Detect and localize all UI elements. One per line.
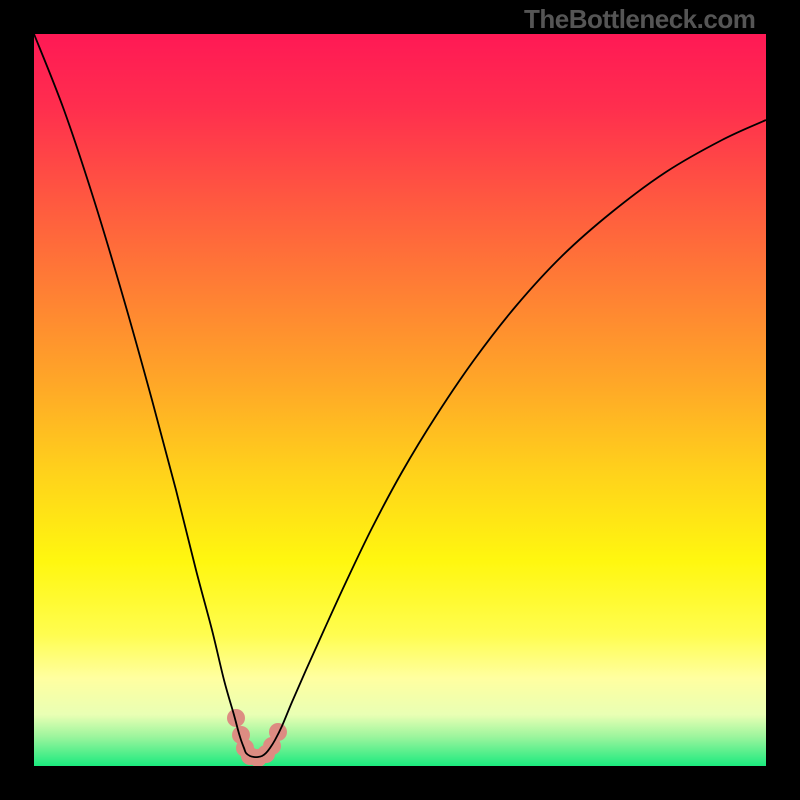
chart-overlay-svg <box>0 0 800 800</box>
bottleneck-marker <box>269 723 287 741</box>
watermark-text: TheBottleneck.com <box>524 4 755 35</box>
chart-frame: TheBottleneck.com <box>0 0 800 800</box>
bottleneck-curve <box>34 34 766 757</box>
